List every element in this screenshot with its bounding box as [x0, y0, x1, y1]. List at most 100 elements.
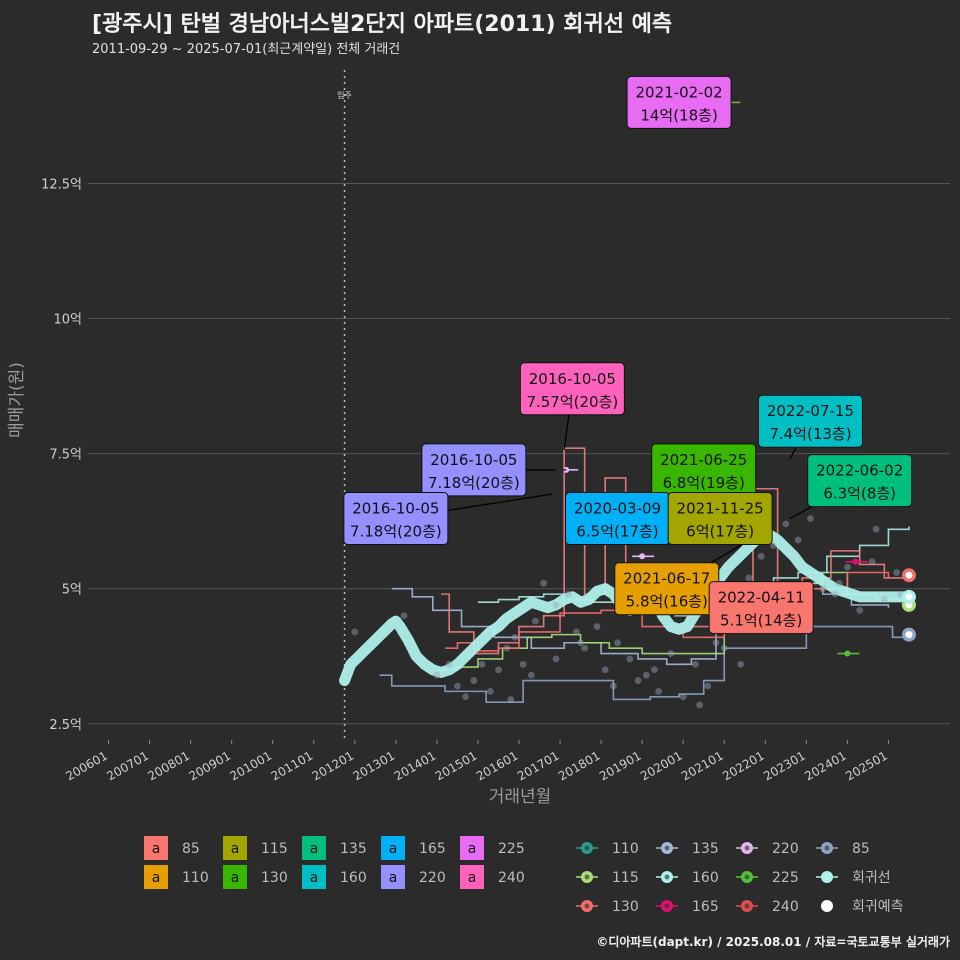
legend-label: 220	[772, 841, 799, 857]
source-credit: ©디아파트(dapt.kr) / 2025.08.01 / 자료=국토교통부 실…	[596, 935, 950, 949]
transaction-point	[679, 693, 687, 701]
legend-key-glyph: a	[310, 841, 319, 857]
chart-subtitle: 2011-09-29 ~ 2025-07-01(최근계약일) 전체 거래건	[92, 42, 401, 57]
x-tick-label: 201701	[515, 748, 562, 783]
annotation-date: 2020-03-09	[574, 499, 661, 517]
transaction-point	[696, 701, 704, 709]
legend-label: 160	[340, 870, 367, 886]
transaction-point	[351, 628, 359, 636]
legend-key-glyph: a	[152, 870, 161, 886]
annotation-price: 14억(18층)	[640, 106, 717, 124]
transaction-point	[651, 666, 658, 674]
x-tick-label: 200701	[104, 748, 151, 783]
transaction-point	[642, 671, 650, 679]
transaction-point	[745, 574, 753, 582]
x-tick-label: 202301	[761, 748, 808, 783]
annotation-date: 2022-06-02	[816, 462, 903, 480]
x-axis-ticks: 2006012007012008012009012010012011012012…	[63, 740, 890, 784]
x-tick-label: 200801	[145, 748, 192, 783]
marker-dot	[844, 650, 851, 657]
annotation-date: 2016-10-05	[529, 370, 616, 388]
annotation-box	[708, 581, 814, 635]
transaction-point	[614, 639, 621, 647]
legend-label: 225	[498, 841, 525, 857]
legend-dot-core	[584, 903, 590, 909]
legend-dot	[821, 900, 833, 912]
transaction-point	[868, 558, 876, 566]
transaction-point	[893, 569, 901, 576]
x-tick-label: 201401	[392, 748, 439, 783]
transaction-point	[577, 639, 584, 647]
series-line-115	[436, 571, 906, 671]
x-tick-label: 201201	[310, 748, 357, 783]
move-in-label: 입주	[337, 91, 352, 100]
x-tick-label: 202101	[679, 748, 726, 783]
legend-key	[381, 836, 405, 860]
transaction-point	[540, 579, 548, 587]
annotation-price: 7.4억(13층)	[769, 425, 851, 443]
legend-dot-core	[744, 874, 750, 880]
transaction-point	[454, 682, 461, 690]
legend-key	[460, 836, 484, 860]
y-tick-label: 7.5억	[49, 448, 82, 463]
legend-key	[144, 836, 168, 860]
legend-label: 130	[612, 899, 639, 915]
legend-label: 135	[692, 841, 719, 857]
transaction-point	[486, 687, 494, 695]
annotation-date: 2022-04-11	[718, 589, 805, 607]
transaction-point	[445, 660, 453, 668]
legend-key-glyph: a	[152, 841, 161, 857]
legend-key-glyph: a	[231, 870, 240, 886]
annotation-price: 7.18억(20층)	[350, 522, 442, 540]
transaction-point	[433, 671, 441, 679]
series-line-85	[379, 625, 906, 703]
legend-label: 85	[182, 841, 200, 857]
legend-dot-core	[744, 903, 750, 909]
transaction-point	[794, 536, 802, 544]
legend-label: 225	[772, 870, 799, 886]
annotation-price: 7.57억(20층)	[526, 393, 618, 411]
x-tick-label: 201001	[228, 748, 275, 783]
x-tick-label: 201801	[556, 748, 603, 783]
prediction-point-core	[905, 593, 913, 601]
legend-key-glyph: a	[389, 870, 398, 886]
transaction-point	[757, 552, 765, 560]
transaction-point	[593, 623, 601, 630]
legend-key-glyph: a	[389, 841, 398, 857]
transaction-point	[831, 590, 839, 598]
legend-key-glyph: a	[468, 870, 477, 886]
transaction-point	[610, 682, 617, 690]
x-tick-label: 202201	[720, 748, 767, 783]
x-tick-label: 200901	[186, 748, 233, 783]
transaction-point	[843, 563, 851, 571]
annotation-price: 6.5억(17층)	[576, 522, 658, 540]
x-axis-title: 거래년월	[489, 787, 552, 807]
legend-dot-core	[584, 874, 590, 880]
y-tick-label: 5억	[62, 583, 82, 598]
legend-label: 165	[692, 899, 719, 915]
prediction-points	[901, 568, 916, 642]
transaction-point	[712, 639, 720, 647]
marker-dot	[852, 558, 859, 565]
transaction-point	[880, 596, 888, 603]
annotation-price: 6.3억(8층)	[823, 485, 896, 503]
annotation-box	[343, 491, 449, 545]
legend-label: 회귀예측	[852, 899, 904, 915]
annotation-date: 2016-10-05	[430, 451, 517, 469]
legend-label: 135	[340, 841, 367, 857]
transaction-point	[655, 687, 662, 695]
transaction-point	[503, 644, 511, 652]
legend-label: 165	[419, 841, 446, 857]
legend-label: 130	[261, 870, 288, 886]
transaction-point	[856, 606, 864, 614]
transaction-point	[737, 660, 745, 668]
annotation-price: 7.18억(20층)	[428, 474, 520, 492]
transaction-point	[532, 617, 539, 625]
legend-dot-core	[664, 845, 670, 851]
legend-key-glyph: a	[468, 841, 477, 857]
annotation-date: 2021-02-02	[635, 83, 722, 101]
marker-dot	[639, 553, 646, 560]
legend-dot-core	[824, 845, 830, 851]
